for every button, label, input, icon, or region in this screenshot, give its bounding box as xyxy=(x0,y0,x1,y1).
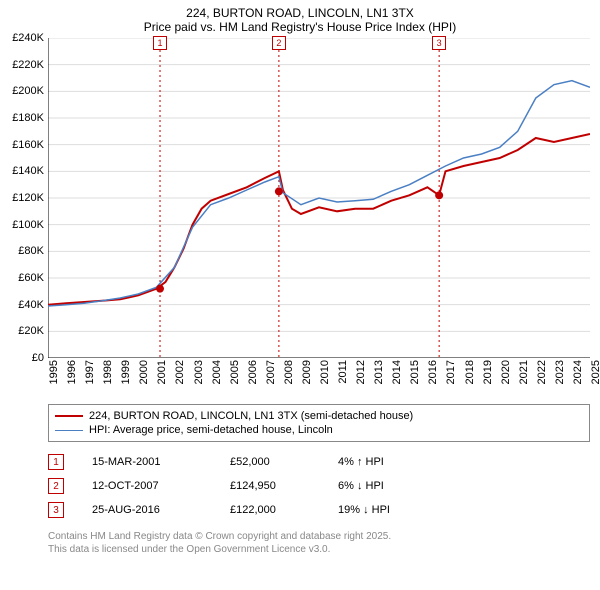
x-tick-label: 2012 xyxy=(355,360,367,384)
x-tick-label: 2007 xyxy=(265,360,277,384)
marker-row: 1 15-MAR-2001 £52,000 4% ↑ HPI xyxy=(48,450,590,474)
legend-label: HPI: Average price, semi-detached house,… xyxy=(89,424,333,436)
legend-item: 224, BURTON ROAD, LINCOLN, LN1 3TX (semi… xyxy=(55,409,583,423)
marker-hpi: 19% ↓ HPI xyxy=(338,504,390,516)
y-tick-label: £220K xyxy=(12,59,44,71)
marker-number-box: 1 xyxy=(48,454,64,470)
marker-hpi: 4% ↑ HPI xyxy=(338,456,384,468)
x-tick-label: 1995 xyxy=(48,360,60,384)
x-tick-label: 2018 xyxy=(464,360,476,384)
title-line2: Price paid vs. HM Land Registry's House … xyxy=(0,20,600,34)
legend: 224, BURTON ROAD, LINCOLN, LN1 3TX (semi… xyxy=(48,404,590,442)
x-axis-labels: 1995 1996 1997 1998 1999 2000 2001 2002 2003 2004… xyxy=(48,358,590,398)
marker-date: 15-MAR-2001 xyxy=(92,456,202,468)
legend-swatch xyxy=(55,415,83,417)
footer: Contains HM Land Registry data © Crown c… xyxy=(48,530,590,556)
x-tick-label: 2025 xyxy=(590,360,600,384)
y-tick-label: £240K xyxy=(12,32,44,44)
x-tick-label: 2024 xyxy=(572,360,584,384)
x-tick-label: 2019 xyxy=(482,360,494,384)
footer-line1: Contains HM Land Registry data © Crown c… xyxy=(48,530,590,543)
chart-plot xyxy=(48,38,590,358)
x-tick-label: 2013 xyxy=(373,360,385,384)
x-tick-label: 1996 xyxy=(66,360,78,384)
x-tick-label: 2022 xyxy=(536,360,548,384)
chart-container: 224, BURTON ROAD, LINCOLN, LN1 3TX Price… xyxy=(0,0,600,590)
y-tick-label: £200K xyxy=(12,85,44,97)
chart-area: £0£20K£40K£60K£80K£100K£120K£140K£160K£1… xyxy=(48,38,590,358)
x-tick-label: 2020 xyxy=(500,360,512,384)
x-tick-label: 2009 xyxy=(301,360,313,384)
marker-hpi: 6% ↓ HPI xyxy=(338,480,384,492)
x-tick-label: 1999 xyxy=(120,360,132,384)
marker-price: £124,950 xyxy=(230,480,310,492)
x-tick-label: 2016 xyxy=(427,360,439,384)
x-tick-label: 2017 xyxy=(445,360,457,384)
marker-table: 1 15-MAR-2001 £52,000 4% ↑ HPI 2 12-OCT-2007 £… xyxy=(48,450,590,522)
x-tick-label: 2002 xyxy=(174,360,186,384)
x-tick-label: 1998 xyxy=(102,360,114,384)
title-line1: 224, BURTON ROAD, LINCOLN, LN1 3TX xyxy=(0,6,600,20)
y-axis-labels: £0£20K£40K£60K£80K£100K£120K£140K£160K£1… xyxy=(2,38,46,358)
x-tick-label: 2015 xyxy=(409,360,421,384)
marker-price: £52,000 xyxy=(230,456,310,468)
x-tick-label: 2005 xyxy=(229,360,241,384)
y-tick-label: £160K xyxy=(12,139,44,151)
x-tick-label: 2003 xyxy=(193,360,205,384)
event-marker-1: 1 xyxy=(153,36,167,50)
x-tick-label: 2010 xyxy=(319,360,331,384)
x-tick-label: 2014 xyxy=(391,360,403,384)
event-marker-2: 2 xyxy=(272,36,286,50)
footer-line2: This data is licensed under the Open Gov… xyxy=(48,543,590,556)
x-tick-label: 2008 xyxy=(283,360,295,384)
y-tick-label: £60K xyxy=(18,272,44,284)
legend-item: HPI: Average price, semi-detached house,… xyxy=(55,423,583,437)
legend-label: 224, BURTON ROAD, LINCOLN, LN1 3TX (semi… xyxy=(89,410,413,422)
event-marker-3: 3 xyxy=(432,36,446,50)
y-tick-label: £80K xyxy=(18,245,44,257)
x-tick-label: 2004 xyxy=(211,360,223,384)
x-tick-label: 2011 xyxy=(337,360,349,384)
x-tick-label: 2000 xyxy=(138,360,150,384)
marker-row: 2 12-OCT-2007 £124,950 6% ↓ HPI xyxy=(48,474,590,498)
y-tick-label: £20K xyxy=(18,325,44,337)
x-tick-label: 1997 xyxy=(84,360,96,384)
x-tick-label: 2021 xyxy=(518,360,530,384)
marker-price: £122,000 xyxy=(230,504,310,516)
y-tick-label: £100K xyxy=(12,219,44,231)
y-tick-label: £140K xyxy=(12,165,44,177)
marker-row: 3 25-AUG-2016 £122,000 19% ↓ HPI xyxy=(48,498,590,522)
x-tick-label: 2006 xyxy=(247,360,259,384)
marker-number-box: 2 xyxy=(48,478,64,494)
marker-date: 12-OCT-2007 xyxy=(92,480,202,492)
marker-number-box: 3 xyxy=(48,502,64,518)
x-tick-label: 2001 xyxy=(156,360,168,384)
y-tick-label: £180K xyxy=(12,112,44,124)
y-tick-label: £40K xyxy=(18,299,44,311)
title-block: 224, BURTON ROAD, LINCOLN, LN1 3TX Price… xyxy=(0,0,600,38)
marker-date: 25-AUG-2016 xyxy=(92,504,202,516)
y-tick-label: £120K xyxy=(12,192,44,204)
legend-swatch xyxy=(55,430,83,431)
x-tick-label: 2023 xyxy=(554,360,566,384)
y-tick-label: £0 xyxy=(32,352,44,364)
